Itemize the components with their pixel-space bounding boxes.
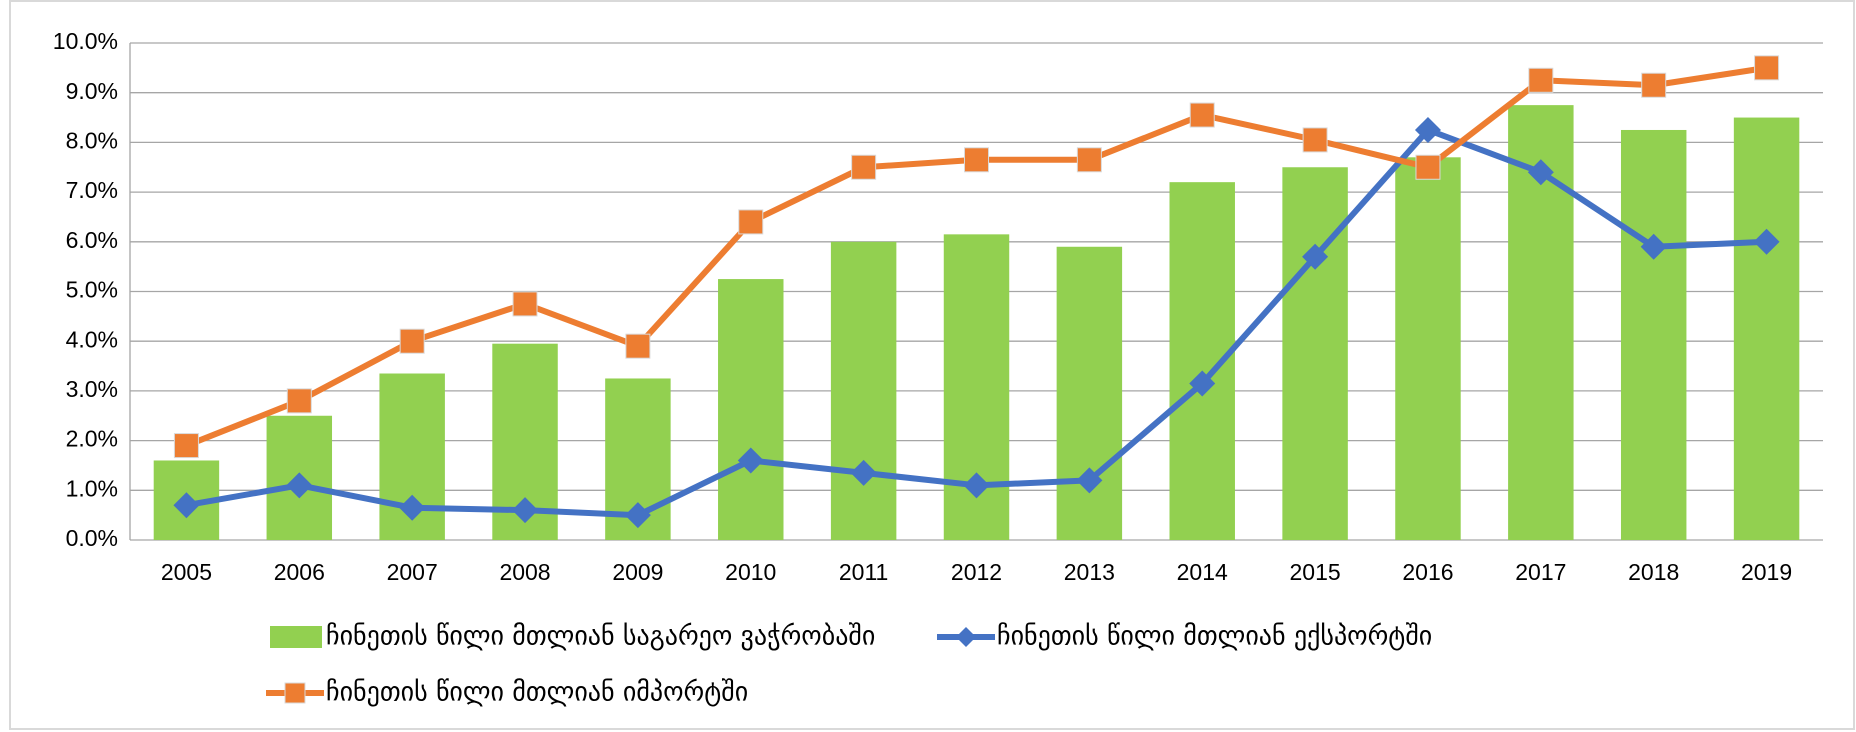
legend-label: ჩინეთის წილი მთლიან ექსპორტში [997, 622, 1432, 652]
point [1076, 147, 1102, 173]
legend-marker [956, 627, 976, 647]
y-tick-label: 5.0% [66, 277, 118, 303]
point [1753, 228, 1780, 255]
y-tick-label: 6.0% [66, 227, 118, 253]
point [286, 388, 312, 414]
point [850, 459, 877, 486]
bar [1620, 129, 1687, 540]
x-tick-label: 2017 [1515, 559, 1566, 585]
bar [1395, 157, 1461, 540]
x-tick-label: 2014 [1177, 559, 1228, 585]
point [173, 433, 199, 459]
point [737, 447, 764, 474]
x-tick-label: 2019 [1741, 559, 1792, 585]
x-tick-label: 2013 [1064, 559, 1115, 585]
point [1754, 55, 1780, 81]
point [399, 494, 426, 521]
x-tick-label: 2012 [951, 559, 1002, 585]
x-tick-label: 2005 [161, 559, 212, 585]
point [1189, 102, 1215, 128]
bar [1733, 117, 1800, 541]
bar [830, 241, 897, 541]
point [1641, 72, 1667, 98]
point [399, 328, 425, 354]
y-tick-label: 7.0% [66, 177, 118, 203]
y-tick-label: 10.0% [53, 28, 118, 54]
legend-label: ჩინეთის წილი მთლიან საგარეო ვაჭრობაში [326, 622, 875, 652]
bar [1056, 246, 1123, 540]
legend-swatch [270, 626, 322, 648]
point [286, 472, 313, 499]
point [1527, 159, 1554, 186]
chart-border [9, 0, 1855, 730]
x-tick-label: 2018 [1628, 559, 1679, 585]
point [738, 209, 764, 235]
x-tick-label: 2007 [387, 559, 438, 585]
y-tick-label: 2.0% [66, 426, 118, 452]
point [1076, 467, 1103, 494]
point [1302, 127, 1328, 153]
bar [1282, 167, 1348, 540]
x-tick-label: 2010 [725, 559, 776, 585]
point [1414, 116, 1441, 143]
point [512, 291, 538, 317]
point [964, 147, 989, 173]
point [624, 502, 651, 529]
x-tick-label: 2006 [274, 559, 325, 585]
y-tick-label: 4.0% [66, 326, 118, 352]
point [851, 154, 877, 180]
x-tick-label: 2009 [612, 559, 663, 585]
y-tick-label: 0.0% [66, 525, 118, 551]
point [1528, 67, 1554, 93]
bar [718, 279, 784, 540]
y-tick-label: 3.0% [66, 376, 118, 402]
point [173, 492, 200, 519]
y-tick-label: 8.0% [66, 127, 118, 153]
x-tick-label: 2015 [1290, 559, 1341, 585]
legend-label: ჩინეთის წილი მთლიან იმპორტში [326, 678, 748, 708]
x-tick-label: 2008 [499, 559, 550, 585]
legend-marker [284, 682, 306, 704]
y-tick-label: 1.0% [66, 475, 118, 501]
x-tick-label: 2016 [1402, 559, 1453, 585]
point [1189, 370, 1216, 397]
y-tick-label: 9.0% [66, 78, 118, 104]
x-tick-label: 2011 [839, 559, 888, 585]
point [512, 497, 539, 524]
point [1640, 233, 1667, 260]
point [1302, 243, 1329, 270]
point [1415, 154, 1441, 180]
point [625, 333, 651, 359]
point [963, 472, 990, 499]
